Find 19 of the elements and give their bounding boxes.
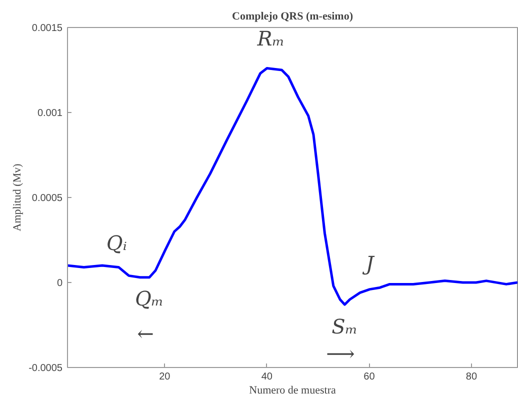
annotation: Sₘ <box>332 314 358 339</box>
y-tick-label: 0 <box>56 278 63 289</box>
x-tick-label: 40 <box>261 372 273 382</box>
x-tick-label: 20 <box>159 372 171 382</box>
annotation: Qₘ <box>134 286 164 310</box>
x-tick-label: 60 <box>364 372 376 382</box>
y-tick-label: 0.0015 <box>32 23 63 34</box>
y-axis-title: Amplitud (Mv) <box>12 163 24 232</box>
x-tick-label: 80 <box>466 372 478 382</box>
x-axis-title: Numero de muestra <box>249 384 336 396</box>
y-tick-label: -0.0005 <box>28 363 63 374</box>
annotation: ⟶ <box>326 342 355 366</box>
annotation: ← <box>137 322 154 346</box>
y-tick-label: 0.001 <box>37 108 63 119</box>
annotation: J <box>362 251 375 276</box>
y-tick-label: 0.0005 <box>32 193 63 204</box>
annotation: Qᵢ <box>106 231 127 256</box>
chart-title: Complejo QRS (m-esimo) <box>232 10 354 22</box>
annotation: Rₘ <box>256 26 285 50</box>
